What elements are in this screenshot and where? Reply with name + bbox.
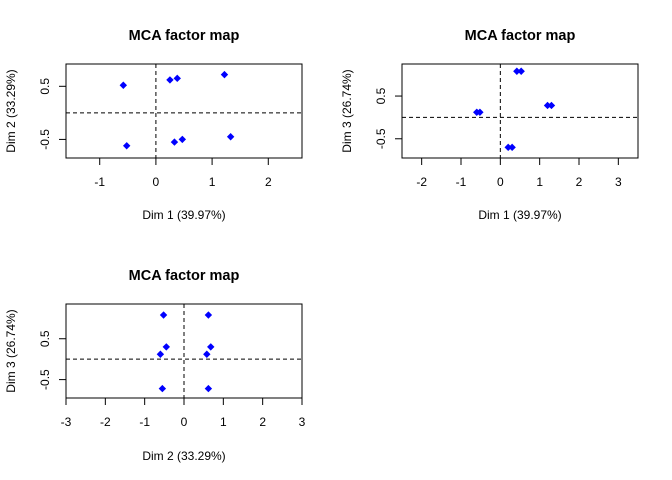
x-tick-label: -1 [139, 415, 150, 429]
plot-title: MCA factor map [465, 28, 576, 44]
x-tick-label: -1 [456, 175, 467, 189]
data-point [204, 311, 213, 319]
y-tick-label: 0.5 [374, 87, 388, 104]
x-tick-label: -1 [94, 175, 105, 189]
y-tick-label: -0.5 [38, 129, 52, 150]
data-point [517, 67, 525, 75]
data-point [159, 311, 168, 319]
x-tick-label: 2 [576, 175, 583, 189]
data-point [156, 350, 165, 358]
x-tick-label: -2 [416, 175, 427, 189]
x-tick-label: -2 [100, 415, 111, 429]
data-point [122, 142, 131, 150]
x-tick-label: 2 [259, 415, 266, 429]
data-point [203, 350, 211, 358]
x-tick-label: -3 [61, 415, 72, 429]
x-tick-label: 3 [615, 175, 622, 189]
data-point [162, 343, 171, 351]
mca-plot-3: MCA factor map -3 -2 -1 0 1 2 3 -0.5 0.5 Dim 2 (33… [4, 268, 306, 463]
data-point [204, 384, 213, 393]
plot-frame [65, 63, 303, 159]
data-point [547, 101, 556, 110]
plot-frame [401, 63, 639, 159]
y-axis-label: Dim 3 (26.74%) [340, 69, 354, 152]
x-tick-label: 2 [265, 175, 272, 189]
x-tick-label: 0 [497, 175, 504, 189]
x-tick-label: 0 [181, 415, 188, 429]
data-point [178, 135, 187, 144]
y-tick-label: -0.5 [374, 128, 388, 149]
y-axis-label: Dim 3 (26.74%) [4, 309, 18, 392]
x-tick-label: 1 [220, 415, 227, 429]
plot-title: MCA factor map [129, 268, 240, 284]
x-tick-label: 1 [536, 175, 543, 189]
data-point [508, 143, 516, 152]
y-tick-label: -0.5 [38, 369, 52, 390]
x-tick-label: 3 [299, 415, 306, 429]
x-axis-label: Dim 1 (39.97%) [142, 208, 225, 222]
data-point [166, 76, 174, 84]
plot-title: MCA factor map [129, 28, 240, 44]
data-point [226, 133, 235, 141]
y-axis-label: Dim 2 (33.29%) [4, 69, 18, 152]
data-point [119, 81, 128, 89]
x-tick-label: 0 [153, 175, 160, 189]
data-point [476, 108, 484, 116]
data-point [173, 74, 181, 83]
data-point [220, 70, 229, 79]
y-tick-label: 0.5 [38, 78, 52, 95]
x-axis-label: Dim 2 (33.29%) [142, 449, 225, 463]
x-tick-label: 1 [209, 175, 216, 189]
data-point [207, 343, 215, 351]
mca-plot-2: MCA factor map -2 -1 0 1 2 3 -0.5 0.5 Dim 1 (39.9… [340, 28, 639, 222]
data-point [170, 138, 179, 146]
mca-plot-1: MCA factor map -1 0 1 2 -0.5 0.5 Dim 1 (39.97%)… [4, 28, 303, 222]
x-axis-label: Dim 1 (39.97%) [478, 208, 561, 222]
y-tick-label: 0.5 [38, 330, 52, 347]
data-point [158, 384, 167, 393]
